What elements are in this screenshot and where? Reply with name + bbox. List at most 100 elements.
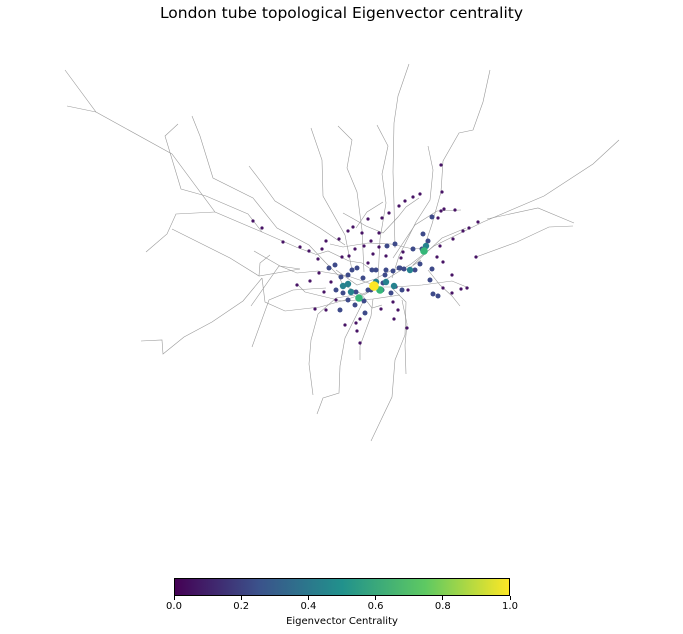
network-node bbox=[379, 307, 383, 311]
colorbar-tick bbox=[509, 596, 511, 600]
network-edges bbox=[64, 63, 620, 442]
network-edge bbox=[427, 269, 461, 307]
network-node bbox=[343, 323, 347, 327]
network-edge bbox=[401, 299, 408, 375]
network-node bbox=[438, 244, 442, 248]
network-node bbox=[391, 300, 395, 304]
network-node bbox=[349, 267, 355, 273]
network-node bbox=[382, 278, 390, 286]
network-edge bbox=[355, 201, 384, 229]
network-node bbox=[377, 245, 381, 249]
network-node bbox=[396, 265, 402, 271]
network-node bbox=[390, 268, 396, 274]
network-node bbox=[281, 240, 285, 244]
network-node bbox=[373, 267, 379, 273]
network-node bbox=[354, 321, 358, 325]
network-node bbox=[425, 238, 431, 244]
network-node bbox=[344, 280, 352, 288]
network-node bbox=[380, 216, 384, 220]
network-node bbox=[467, 226, 471, 230]
network-edge bbox=[380, 280, 470, 289]
network-node bbox=[442, 207, 446, 211]
network-node bbox=[390, 282, 398, 290]
network-node bbox=[406, 288, 410, 292]
network-node bbox=[459, 287, 463, 291]
network-plot bbox=[64, 63, 620, 442]
network-node bbox=[369, 239, 373, 243]
network-node bbox=[392, 241, 398, 247]
network-node bbox=[351, 225, 355, 229]
network-edge bbox=[145, 211, 216, 253]
network-edge bbox=[381, 139, 620, 283]
colorbar-tick-label: 0.4 bbox=[300, 601, 317, 612]
network-edge bbox=[329, 242, 425, 250]
network-node bbox=[316, 257, 320, 261]
network-node bbox=[429, 214, 435, 220]
colorbar-tick bbox=[375, 596, 377, 600]
network-edge bbox=[140, 277, 263, 355]
network-node bbox=[298, 245, 302, 249]
network-node bbox=[450, 291, 454, 295]
network-node bbox=[326, 265, 332, 271]
network-node bbox=[392, 317, 396, 321]
network-node bbox=[420, 247, 428, 255]
network-node bbox=[399, 256, 403, 260]
network-node bbox=[412, 267, 418, 273]
network-node bbox=[369, 281, 379, 291]
network-node bbox=[347, 288, 355, 296]
network-node bbox=[369, 267, 375, 273]
network-edge bbox=[342, 197, 420, 234]
network-edge bbox=[392, 209, 462, 259]
network-node bbox=[322, 290, 326, 294]
network-node bbox=[396, 308, 400, 312]
network-edge bbox=[359, 298, 374, 360]
network-node bbox=[401, 266, 407, 272]
network-node bbox=[340, 255, 344, 259]
network-node bbox=[453, 208, 457, 212]
network-node bbox=[451, 237, 455, 241]
network-node bbox=[332, 262, 338, 268]
colorbar-tick-label: 0.2 bbox=[233, 601, 250, 612]
network-node bbox=[317, 271, 321, 275]
chart-title: London tube topological Eigenvector cent… bbox=[159, 4, 524, 22]
colorbar-tick-label: 0.0 bbox=[166, 601, 182, 612]
colorbar-tick bbox=[240, 596, 242, 600]
network-node bbox=[337, 307, 343, 313]
network-node bbox=[441, 260, 445, 264]
network-node bbox=[360, 275, 366, 281]
network-edge bbox=[337, 125, 365, 273]
network-node bbox=[340, 290, 346, 296]
network-node bbox=[420, 231, 426, 237]
network-node bbox=[387, 211, 391, 215]
network-node bbox=[347, 254, 351, 258]
colorbar-tick-label: 0.6 bbox=[367, 601, 384, 612]
network-node bbox=[418, 192, 422, 196]
network-node bbox=[337, 237, 341, 241]
network-node bbox=[441, 286, 445, 290]
colorbar-tick bbox=[442, 596, 444, 600]
network-edge bbox=[423, 69, 491, 249]
network-node bbox=[352, 302, 358, 308]
network-edge bbox=[392, 63, 410, 249]
network-edge bbox=[296, 283, 401, 302]
colorbar-label: Eigenvector Centrality bbox=[286, 616, 398, 627]
network-node bbox=[383, 267, 389, 273]
network-node bbox=[384, 254, 388, 258]
network-node bbox=[397, 204, 401, 208]
network-edge bbox=[308, 294, 356, 396]
colorbar-tick bbox=[173, 596, 175, 600]
network-node bbox=[260, 226, 264, 230]
network-node bbox=[371, 252, 375, 256]
network-node bbox=[465, 286, 469, 290]
network-node bbox=[450, 273, 454, 277]
network-node bbox=[354, 265, 360, 271]
network-node bbox=[345, 297, 351, 303]
network-node bbox=[384, 243, 390, 249]
network-node bbox=[339, 282, 347, 290]
network-edge bbox=[314, 250, 376, 273]
network-node bbox=[333, 287, 339, 293]
network-node bbox=[399, 287, 405, 293]
network-node bbox=[461, 229, 465, 233]
network-node bbox=[436, 216, 440, 220]
network-edge bbox=[248, 165, 346, 246]
